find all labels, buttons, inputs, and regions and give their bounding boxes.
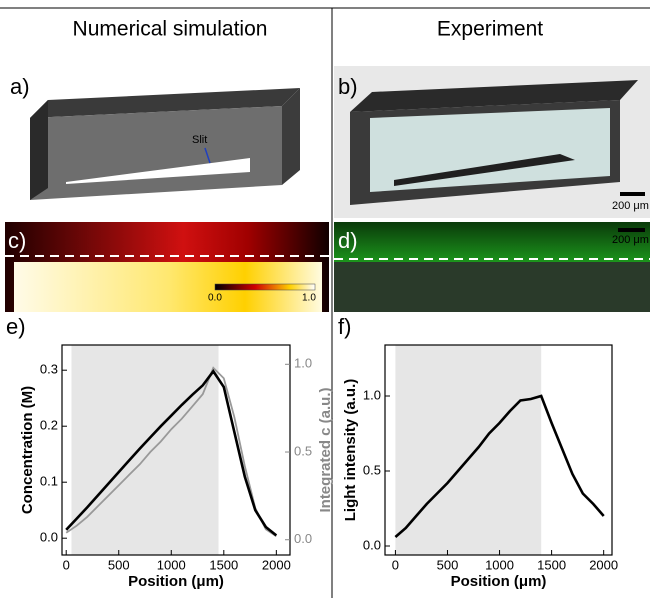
data-line	[65, 369, 278, 537]
y2-tick-label: 1.0	[294, 356, 312, 371]
x-tick-label: 2000	[589, 557, 618, 572]
y-tick-label: 0.0	[40, 530, 58, 545]
panel-label: a)	[10, 74, 30, 99]
panel-label: f)	[338, 314, 351, 339]
colorbar	[214, 283, 316, 291]
shaded-region	[71, 345, 219, 555]
panel-label: b)	[338, 74, 358, 99]
header-right: Experiment	[437, 18, 543, 41]
panel-label: e)	[6, 314, 26, 339]
colorbar-label: 0.0	[208, 293, 222, 304]
photo	[334, 66, 650, 218]
x-tick-label: 2000	[262, 557, 291, 572]
frame	[0, 7, 650, 598]
model-block	[30, 88, 300, 200]
y2-tick-label: 0.5	[294, 443, 312, 458]
y-tick-label: 0.5	[363, 462, 381, 477]
colorbar-label: 1.0	[302, 293, 316, 304]
shaded-region	[395, 345, 542, 555]
y-tick-label: 0.3	[40, 362, 58, 377]
y-tick-label: 0.1	[40, 474, 58, 489]
data-line	[65, 366, 277, 537]
y-axis-label: Concentration (M)	[19, 386, 36, 514]
y2-tick-label: 0.0	[294, 531, 312, 546]
y-axis-label: Light intensity (a.u.)	[342, 379, 359, 522]
x-axis-label: Position (μm)	[451, 573, 547, 590]
x-tick-label: 1000	[157, 557, 186, 572]
experiment-map	[334, 262, 650, 312]
x-tick-label: 1500	[209, 557, 238, 572]
slit-label: Slit	[192, 134, 207, 146]
plot-frame	[61, 344, 291, 556]
panel-label: c)	[8, 228, 26, 253]
x-tick-label: 0	[63, 557, 70, 572]
y-tick-label: 0.2	[40, 418, 58, 433]
x-tick-label: 500	[437, 557, 459, 572]
panel-label: d)	[338, 228, 358, 253]
x-tick-label: 1000	[485, 557, 514, 572]
y-tick-label: 1.0	[363, 387, 381, 402]
plot-frame	[384, 344, 613, 556]
y2-axis-label: Integrated c (a.u.)	[317, 387, 334, 512]
data-line	[394, 394, 605, 538]
x-tick-label: 1500	[537, 557, 566, 572]
header-left: Numerical simulation	[73, 18, 268, 41]
x-tick-label: 500	[108, 557, 130, 572]
x-axis-label: Position (μm)	[128, 573, 224, 590]
scale-label: 200 μm	[612, 234, 649, 246]
y-tick-label: 0.0	[363, 537, 381, 552]
scale-label: 200 μm	[612, 200, 649, 212]
x-tick-label: 0	[392, 557, 399, 572]
